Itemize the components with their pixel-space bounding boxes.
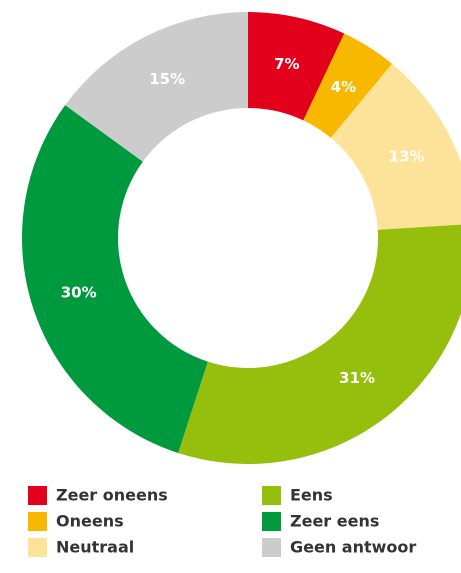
donut-slice bbox=[330, 63, 461, 230]
legend-label: Neutraal bbox=[56, 538, 134, 557]
legend-swatch bbox=[28, 486, 47, 505]
legend-label: Zeer eens bbox=[290, 512, 379, 531]
legend-swatch bbox=[28, 538, 47, 557]
legend-label: Eens bbox=[290, 486, 333, 505]
slice-label: 13% bbox=[389, 148, 425, 166]
legend-label: Zeer oneens bbox=[56, 486, 168, 505]
donut-slice bbox=[303, 33, 393, 138]
legend-swatch bbox=[262, 486, 281, 505]
slice-label: 31% bbox=[339, 369, 375, 387]
donut-slice bbox=[178, 224, 461, 464]
slice-label: 7% bbox=[274, 55, 299, 73]
legend-swatch bbox=[262, 538, 281, 557]
donut-slice bbox=[21, 105, 208, 453]
legend-label: Oneens bbox=[56, 512, 124, 531]
slice-label: 30% bbox=[61, 284, 97, 302]
legend-label: Geen antwoor bbox=[290, 538, 416, 557]
donut-slice bbox=[248, 12, 345, 121]
donut-slice bbox=[65, 12, 248, 162]
legend-swatch bbox=[262, 512, 281, 531]
slice-label: 4% bbox=[331, 78, 356, 96]
slice-label: 15% bbox=[149, 70, 185, 88]
legend-swatch bbox=[28, 512, 47, 531]
